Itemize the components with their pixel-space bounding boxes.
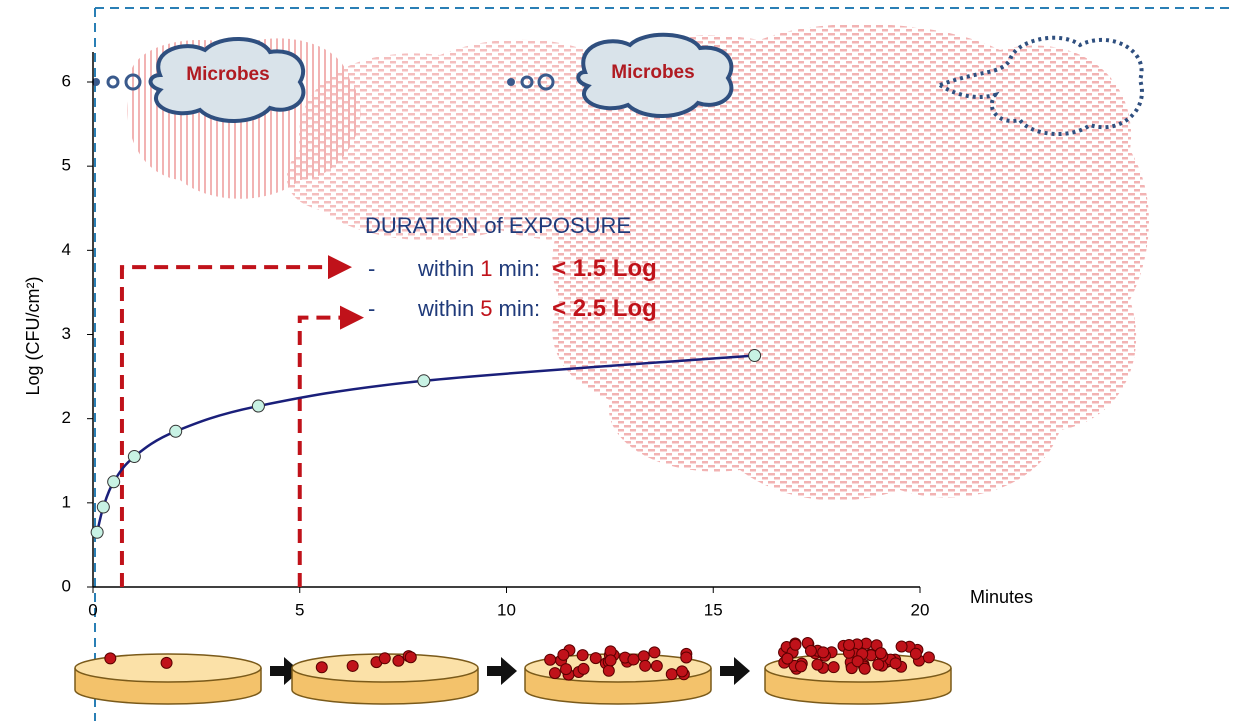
colony <box>875 648 886 659</box>
colony <box>796 661 807 672</box>
colony <box>649 647 660 658</box>
data-point <box>108 476 120 488</box>
x-tick-label: 5 <box>295 600 304 619</box>
annotation-dash: - <box>368 296 375 321</box>
chart: Microbes Microbes DURATION of EXPOSURE -… <box>0 0 1234 721</box>
y-tick-label: 3 <box>62 324 71 343</box>
colony <box>818 647 829 658</box>
colony <box>890 658 901 669</box>
x-tick-label: 10 <box>497 600 516 619</box>
colony <box>651 660 662 671</box>
colony <box>558 649 569 660</box>
data-point <box>91 526 103 538</box>
x-axis-label: Minutes <box>970 587 1033 607</box>
dish-arrow <box>720 657 750 685</box>
y-tick-label: 4 <box>62 240 71 259</box>
x-tick-label: 0 <box>88 600 97 619</box>
colony <box>923 652 934 663</box>
colony <box>859 663 870 674</box>
colony <box>393 655 404 666</box>
colony <box>828 662 839 673</box>
cloud-label: Microbes <box>611 62 694 83</box>
annotation-prefix: within <box>417 256 474 281</box>
x-tick-label: 15 <box>704 600 723 619</box>
data-point <box>252 400 264 412</box>
colony <box>681 652 692 663</box>
annotation-time: 5 <box>480 296 492 321</box>
data-point <box>128 451 140 463</box>
annotation-time: 1 <box>480 256 492 281</box>
colony <box>105 653 116 664</box>
y-tick-label: 2 <box>62 408 71 427</box>
y-tick-label: 5 <box>62 156 71 175</box>
colony <box>379 653 390 664</box>
annotation-prefix: within <box>417 296 474 321</box>
y-axis-label: Log (CFU/cm²) <box>23 276 43 395</box>
colony <box>628 654 639 665</box>
colony <box>577 650 588 661</box>
y-tick-label: 1 <box>62 492 71 511</box>
x-tick-label: 20 <box>911 600 930 619</box>
colony <box>640 660 651 671</box>
colony <box>561 664 572 675</box>
colony <box>316 662 327 673</box>
colony <box>805 645 816 656</box>
y-tick-label: 0 <box>62 576 71 595</box>
annotation-dash: - <box>368 256 375 281</box>
y-tick-label: 6 <box>62 71 71 90</box>
colony <box>590 653 601 664</box>
colony <box>605 655 616 666</box>
colony <box>578 663 589 674</box>
colony <box>603 665 614 676</box>
annotation-unit: min: <box>499 296 541 321</box>
cloud-label: Microbes <box>186 64 269 85</box>
colony <box>161 657 172 668</box>
colony <box>347 660 358 671</box>
colony <box>896 641 907 652</box>
colony <box>405 652 416 663</box>
colony <box>812 659 823 670</box>
reference-line <box>300 318 352 587</box>
data-point <box>170 425 182 437</box>
annotation-result: < 1.5 Log <box>552 255 657 282</box>
colony <box>844 639 855 650</box>
page: {"chart_data": {"type": "line", "y_label… <box>0 0 1234 721</box>
colony <box>666 669 677 680</box>
data-point <box>418 375 430 387</box>
dish-arrow <box>487 657 517 685</box>
colony <box>910 648 921 659</box>
colony <box>782 653 793 664</box>
data-point <box>97 501 109 513</box>
colony <box>545 654 556 665</box>
colony <box>873 659 884 670</box>
annotation-unit: min: <box>499 256 541 281</box>
reference-line <box>122 267 340 587</box>
colony <box>790 639 801 650</box>
annotation-title: DURATION of EXPOSURE <box>365 213 631 238</box>
colony <box>549 668 560 679</box>
data-point <box>749 350 761 362</box>
colony <box>677 666 688 677</box>
petri-dishes <box>75 638 951 704</box>
annotation-result: < 2.5 Log <box>552 295 657 322</box>
